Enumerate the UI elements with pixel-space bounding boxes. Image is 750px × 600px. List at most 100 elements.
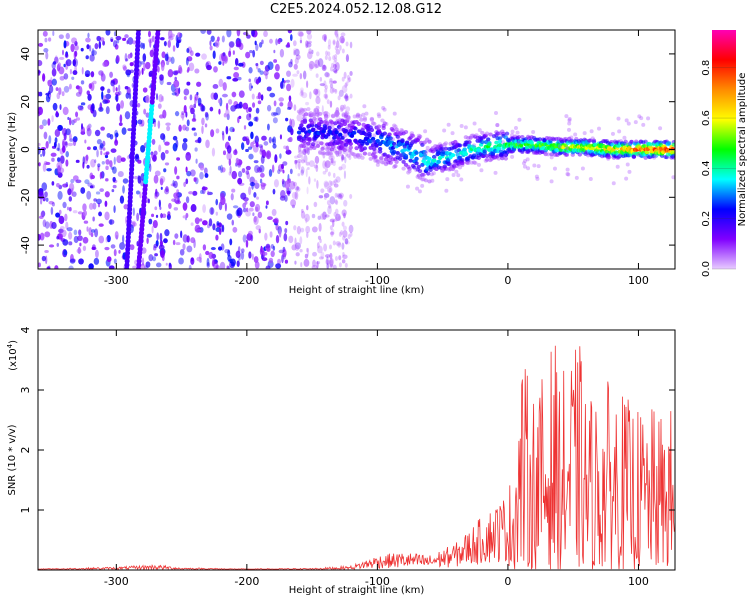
heatmap-cell — [77, 235, 83, 242]
heatmap-cell — [250, 141, 254, 148]
heatmap-cell — [332, 39, 336, 45]
heatmap-cell — [231, 219, 235, 226]
heatmap-cell — [257, 211, 263, 219]
heatmap-halo-cell — [611, 181, 616, 186]
heatmap-cell — [122, 66, 127, 71]
heatmap-cell — [245, 170, 250, 175]
heatmap-cell — [193, 132, 198, 137]
heatmap-halo-cell — [313, 140, 318, 145]
heatmap-cell — [59, 155, 65, 164]
heatmap-cell — [157, 103, 162, 109]
heatmap-cell — [245, 239, 249, 248]
heatmap-cell — [124, 34, 129, 39]
heatmap-cell — [105, 159, 110, 165]
heatmap-halo-cell — [580, 166, 585, 171]
heatmap-cell — [283, 80, 286, 84]
heatmap-cell — [306, 42, 312, 48]
heatmap-cell — [94, 43, 99, 50]
heatmap-halo-cell — [301, 143, 306, 148]
heatmap-cell — [85, 73, 90, 78]
heatmap-cell — [38, 60, 43, 67]
heatmap-cell — [148, 254, 154, 262]
heatmap-cell — [173, 79, 180, 88]
heatmap-cell — [174, 111, 180, 117]
heatmap-cell — [293, 40, 297, 47]
heatmap-cell — [289, 180, 296, 190]
heatmap-cell — [292, 73, 298, 77]
heatmap-cell — [205, 112, 209, 121]
heatmap-halo-cell — [352, 114, 357, 119]
heatmap-cell — [150, 151, 154, 159]
heatmap-cell — [231, 188, 236, 193]
heatmap-cell — [308, 60, 315, 70]
heatmap-cell — [252, 102, 256, 108]
heatmap-ridge-cell — [402, 147, 407, 152]
heatmap-cell — [315, 96, 321, 105]
heatmap-ridge-cell — [362, 146, 368, 151]
heatmap-x-tick-label: 0 — [504, 274, 511, 287]
heatmap-cell — [106, 256, 112, 263]
heatmap-cell — [247, 146, 253, 150]
heatmap-cell — [212, 84, 219, 89]
heatmap-cell — [227, 135, 231, 142]
heatmap-cell — [66, 206, 70, 211]
heatmap-cell — [254, 40, 257, 46]
heatmap-cell — [41, 255, 47, 262]
snr-line-plot: -300 -200 -100 0 100 1 2 3 4 Height of straight l… — [6, 327, 676, 596]
heatmap-cell — [63, 40, 67, 49]
heatmap-cell — [167, 40, 171, 48]
heatmap-ridge-cell — [370, 136, 376, 141]
heatmap-cell — [87, 182, 93, 187]
heatmap-cell — [322, 64, 326, 70]
heatmap-cell — [263, 30, 268, 38]
heatmap-cell — [340, 107, 344, 113]
heatmap-cell — [233, 66, 239, 71]
heatmap-cell — [118, 84, 121, 92]
heatmap-cell — [338, 89, 344, 97]
heatmap-ridge-cell — [390, 145, 396, 150]
heatmap-cell — [236, 260, 240, 268]
heatmap-cell — [43, 131, 48, 140]
heatmap-cell — [86, 124, 91, 132]
heatmap-cell — [68, 83, 72, 90]
heatmap-cell — [110, 80, 115, 87]
heatmap-cell — [271, 164, 275, 173]
heatmap-cell — [333, 183, 339, 188]
heatmap-cell — [70, 43, 75, 53]
heatmap-cell — [154, 194, 158, 199]
heatmap-cell — [67, 116, 70, 120]
heatmap-cell — [332, 240, 336, 246]
heatmap-cell — [136, 103, 141, 108]
heatmap-cell — [278, 229, 282, 238]
heatmap-ridge-cell — [376, 124, 382, 129]
heatmap-ridge-cell — [558, 150, 564, 155]
heatmap-cell — [222, 82, 227, 91]
heatmap-cell — [324, 84, 328, 90]
heatmap-ridge-cell — [545, 152, 551, 157]
heatmap-cell — [186, 47, 190, 54]
heatmap-halo-cell — [641, 122, 646, 127]
heatmap-ridge-cell — [335, 111, 341, 116]
heatmap-ridge-cell — [629, 139, 634, 144]
heatmap-cell — [221, 167, 226, 173]
heatmap-ridge-cell — [529, 140, 534, 145]
heatmap-ridge-cell — [337, 149, 343, 154]
heatmap-cell — [255, 142, 259, 148]
heatmap-cell — [39, 199, 43, 205]
heatmap-ridge-cell — [503, 156, 509, 161]
heatmap-halo-cell — [392, 111, 397, 116]
heatmap-cell — [288, 95, 292, 102]
heatmap-cell — [296, 226, 302, 235]
heatmap-cell — [291, 244, 297, 251]
heatmap-halo-cell — [381, 106, 386, 111]
heatmap-ridge-cell — [493, 144, 498, 149]
heatmap-cell — [344, 156, 347, 164]
heatmap-ridge-cell — [480, 140, 485, 145]
heatmap-cell — [338, 231, 342, 237]
heatmap-ridge-cell — [393, 164, 398, 169]
heatmap-cell — [260, 155, 265, 164]
heatmap-cell — [102, 40, 105, 46]
heatmap-cell — [190, 169, 196, 177]
heatmap-cell — [193, 103, 197, 109]
heatmap-cell — [160, 186, 163, 190]
